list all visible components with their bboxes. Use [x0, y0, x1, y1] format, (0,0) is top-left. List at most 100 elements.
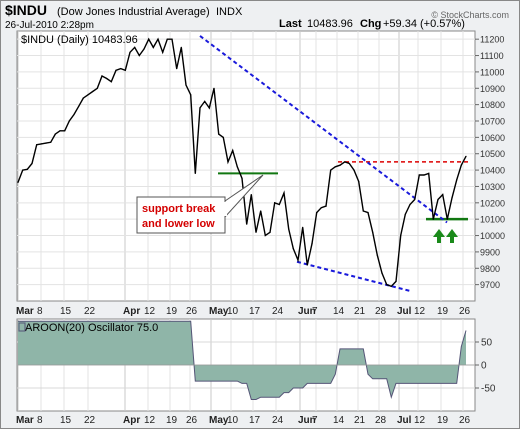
price-point	[344, 161, 346, 163]
price-point	[395, 280, 397, 282]
price-point	[138, 54, 140, 57]
price-point	[152, 46, 154, 49]
price-point	[320, 207, 322, 209]
aroon-x-tick-label: 19	[437, 415, 449, 426]
price-x-tick-label: 19	[166, 306, 178, 317]
aroon-y-tick-label: 0	[481, 361, 487, 372]
price-point	[241, 177, 243, 179]
price-x-tick-label: 14	[333, 306, 345, 317]
price-x-tick-label: Jul	[397, 306, 412, 317]
price-point	[446, 218, 448, 220]
price-point	[386, 284, 388, 286]
price-y-tick-label: 10800	[480, 100, 505, 110]
price-x-tick-label: 22	[84, 306, 96, 317]
price-point	[101, 75, 103, 77]
price-y-tick-label: 10500	[480, 149, 505, 159]
aroon-x-tick-label: Mar	[16, 415, 34, 426]
price-point	[381, 272, 383, 274]
aroon-legend-swatch	[18, 322, 26, 332]
price-x-tick-label: 26	[459, 306, 471, 317]
aroon-x-tick-label: 14	[333, 415, 345, 426]
price-point	[400, 234, 402, 237]
price-point	[232, 149, 234, 152]
price-point	[362, 210, 364, 212]
price-point	[465, 155, 467, 157]
price-point	[283, 192, 285, 194]
price-point	[274, 202, 276, 204]
price-y-axis: 9700 9800 9900 10000 10100 10200 10300 10400 105…	[475, 35, 505, 290]
aroon-x-tick-label: 12	[144, 415, 156, 426]
price-point	[190, 94, 192, 96]
price-x-tick-label: 7	[312, 306, 318, 317]
price-point	[157, 38, 159, 40]
aroon-y-tick-label: 50	[481, 338, 493, 349]
price-point	[106, 77, 108, 80]
price-y-tick-label: 9700	[480, 280, 500, 290]
price-point	[246, 223, 248, 225]
price-point	[260, 210, 262, 212]
price-point	[87, 94, 89, 96]
price-point	[339, 164, 341, 166]
price-y-tick-label: 10200	[480, 198, 505, 208]
price-point	[143, 48, 145, 50]
price-y-tick-label: 9800	[480, 264, 500, 274]
price-point	[302, 226, 304, 228]
aroon-x-tick-label: Apr	[123, 415, 140, 426]
price-point	[78, 105, 80, 107]
annotation-box	[136, 196, 226, 234]
price-point	[353, 169, 355, 171]
price-point	[82, 97, 84, 99]
aroon-x-tick-label: 15	[60, 415, 72, 426]
price-point	[166, 38, 168, 40]
price-point	[73, 113, 75, 116]
price-x-tick-label: 12	[144, 306, 156, 317]
price-y-tick-label: 10400	[480, 166, 505, 176]
price-point	[437, 198, 439, 201]
price-point	[418, 174, 420, 176]
price-x-tick-label: 21	[354, 306, 366, 317]
price-point	[59, 130, 61, 132]
price-point	[50, 141, 52, 143]
aroon-x-tick-label: 28	[375, 415, 387, 426]
price-y-tick-label: 10000	[480, 231, 505, 241]
price-point	[330, 169, 332, 171]
price-y-tick-label: 11100	[480, 51, 504, 61]
index-name: (Dow Jones Industrial Average)	[57, 6, 210, 18]
price-point	[120, 68, 122, 70]
price-x-tick-label: 28	[375, 306, 387, 317]
price-x-tick-label: 19	[437, 306, 449, 317]
price-x-tick-label: Jun	[298, 306, 316, 317]
price-point	[316, 212, 318, 214]
price-x-tick-label: 17	[249, 306, 261, 317]
exchange-label: INDX	[216, 6, 243, 18]
price-series	[17, 37, 467, 288]
aroon-x-tick-label: 7	[312, 415, 318, 426]
price-point	[171, 38, 173, 40]
aroon-x-tick-label: 19	[166, 415, 178, 426]
chg-label: Chg	[360, 18, 381, 30]
aroon-x-tick-label: 26	[186, 415, 198, 426]
price-point	[288, 228, 290, 230]
price-point	[194, 172, 196, 174]
aroon-line	[18, 320, 467, 400]
price-point	[148, 38, 150, 40]
price-y-tick-label: 10700	[480, 117, 505, 127]
price-point	[22, 169, 24, 171]
watermark: © StockCharts.com	[431, 10, 509, 20]
price-point	[442, 194, 444, 196]
price-point	[376, 254, 378, 256]
price-y-tick-label: 10600	[480, 133, 505, 143]
price-y-tick-label: 10900	[480, 84, 505, 94]
up-arrow-icon	[446, 229, 458, 243]
aroon-x-tick-label: 12	[414, 415, 426, 426]
price-point	[255, 231, 257, 233]
price-point	[306, 264, 308, 266]
aroon-x-tick-label: Jun	[298, 415, 316, 426]
price-y-tick-label: 11200	[480, 35, 504, 45]
price-point	[124, 69, 126, 71]
price-point	[390, 285, 392, 287]
price-point	[31, 162, 33, 165]
price-point	[311, 243, 313, 245]
